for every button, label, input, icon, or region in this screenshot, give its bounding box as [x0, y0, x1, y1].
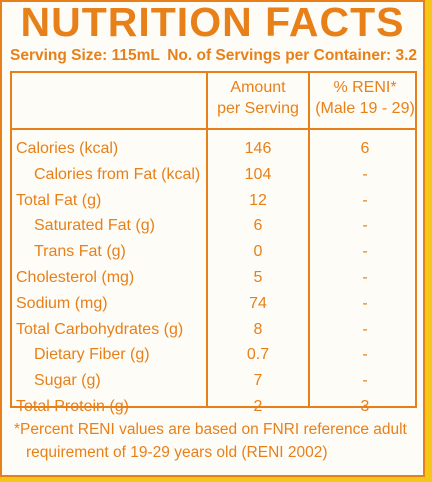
amount-value: 146 [244, 140, 272, 157]
reni-value: - [362, 165, 368, 183]
reni-value: - [362, 372, 368, 390]
reni-value: - [362, 346, 368, 364]
table-row: Calories from Fat (kcal) 104 - [12, 162, 415, 188]
reni-header-line1: % RENI* [333, 79, 397, 96]
amount-value: 7 [253, 372, 263, 390]
table-row: Sodium (mg) 74 - [12, 291, 415, 317]
nutrient-name: Total Fat (g) [16, 191, 102, 209]
amount-value: 0.7 [246, 346, 270, 364]
nutrition-label: NUTRITION FACTS Serving Size: 115mL No. … [0, 0, 425, 477]
table-row: Trans Fat (g) 0 - [12, 239, 415, 265]
reni-value: - [362, 268, 368, 286]
amount-value: 104 [244, 165, 272, 183]
amount-value: 5 [253, 268, 263, 286]
nutrient-name: Sodium (mg) [16, 294, 108, 312]
nutrient-name: Trans Fat (g) [34, 243, 126, 261]
amount-value: 74 [249, 294, 267, 312]
table-row: Total Protein (g) 2 3 [12, 394, 415, 420]
reni-column-header: % RENI* (Male 19 - 29) [310, 77, 420, 119]
amount-value: 6 [253, 217, 263, 235]
reni-value: 6 [360, 140, 370, 157]
amount-header-line1: Amount [230, 79, 286, 96]
table-row: Dietary Fiber (g) 0.7 - [12, 342, 415, 368]
nutrition-table: Amount per Serving % RENI* (Male 19 - 29… [10, 71, 420, 415]
table-row: Cholesterol (mg) 5 - [12, 265, 415, 291]
nutrient-rows: Calories (kcal) 146 6 Calories from Fat (kc… [12, 136, 415, 420]
table-row: Total Carbohydrates (g) 8 - [12, 317, 415, 343]
footnote-line2: requirement of 19-29 years old (RENI 200… [26, 444, 328, 461]
table-row: Sugar (g) 7 - [12, 368, 415, 394]
reni-header-line2: (Male 19 - 29) [315, 100, 415, 117]
nutrient-name: Total Protein (g) [16, 397, 129, 415]
amount-value: 12 [249, 191, 267, 209]
nutrient-name: Calories from Fat (kcal) [34, 165, 201, 183]
serving-info: Serving Size: 115mL No. of Servings per … [10, 44, 417, 68]
header-divider [12, 128, 415, 130]
table-row: Total Fat (g) 12 - [12, 188, 415, 214]
column-divider [206, 73, 208, 406]
amount-value: 0 [253, 243, 263, 261]
reni-value: - [362, 217, 368, 235]
reni-value: - [362, 320, 368, 338]
amount-header-line2: per Serving [217, 100, 299, 117]
nutrient-name: Calories (kcal) [16, 140, 119, 157]
footnote-line1: *Percent RENI values are based on FNRI r… [14, 421, 407, 438]
table-row: Calories (kcal) 146 6 [12, 136, 415, 162]
serving-size: Serving Size: 115mL [10, 47, 160, 64]
nutrient-name: Total Carbohydrates (g) [16, 320, 184, 338]
column-divider [308, 73, 310, 406]
nutrient-name: Sugar (g) [34, 372, 101, 390]
servings-per-container: No. of Servings per Container: 3.2 [167, 47, 417, 64]
label-title: NUTRITION FACTS [20, 0, 405, 45]
nutrient-name: Saturated Fat (g) [34, 217, 155, 235]
reni-footnote: *Percent RENI values are based on FNRI r… [14, 418, 415, 464]
amount-column-header: Amount per Serving [208, 77, 308, 119]
reni-value: 3 [360, 397, 370, 415]
reni-value: - [362, 191, 368, 209]
nutrient-name: Dietary Fiber (g) [34, 346, 150, 364]
amount-value: 2 [253, 397, 263, 415]
table-row: Saturated Fat (g) 6 - [12, 213, 415, 239]
reni-value: - [362, 243, 368, 261]
nutrient-name: Cholesterol (mg) [16, 268, 135, 286]
reni-value: - [362, 294, 368, 312]
amount-value: 8 [253, 320, 263, 338]
